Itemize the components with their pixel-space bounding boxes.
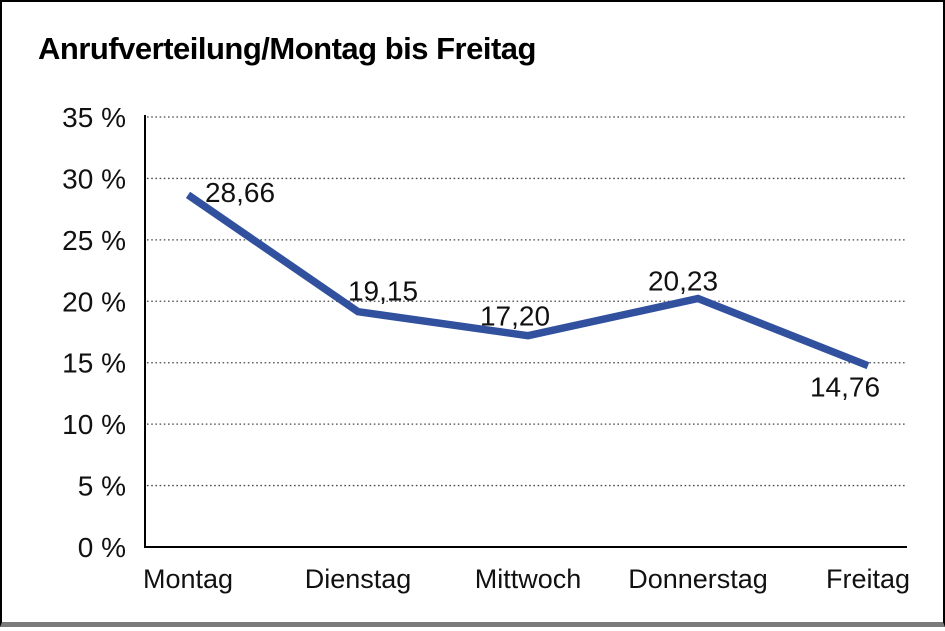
- chart-title: Anrufverteilung/Montag bis Freitag: [38, 31, 536, 66]
- y-axis-labels: 0 % 5 % 10 % 15 % 20 % 25 % 30 % 35 %: [62, 102, 126, 563]
- y-tick-label: 5 %: [78, 471, 126, 502]
- value-label: 14,76: [810, 372, 880, 403]
- y-tick-label: 35 %: [62, 102, 126, 133]
- gridlines: [147, 116, 907, 487]
- x-category-label: Freitag: [826, 564, 910, 594]
- y-tick-label: 25 %: [62, 225, 126, 256]
- x-category-label: Montag: [143, 564, 233, 594]
- value-label: 20,23: [648, 265, 718, 296]
- y-tick-label: 10 %: [62, 409, 126, 440]
- x-axis-labels: Montag Dienstag Mittwoch Donnerstag Freitag: [143, 564, 910, 594]
- x-category-label: Donnerstag: [628, 564, 768, 594]
- y-tick-label: 0 %: [78, 532, 126, 563]
- x-category-label: Dienstag: [305, 564, 412, 594]
- data-series-line: [185, 191, 870, 370]
- y-tick-label: 20 %: [62, 286, 126, 317]
- value-label: 28,66: [205, 177, 275, 208]
- value-label: 19,15: [348, 276, 418, 307]
- y-tick-label: 15 %: [62, 348, 126, 379]
- x-category-label: Mittwoch: [475, 564, 582, 594]
- y-tick-label: 30 %: [62, 163, 126, 194]
- value-labels: 28,66 19,15 17,20 20,23 14,76: [205, 177, 880, 403]
- value-label: 17,20: [480, 301, 550, 332]
